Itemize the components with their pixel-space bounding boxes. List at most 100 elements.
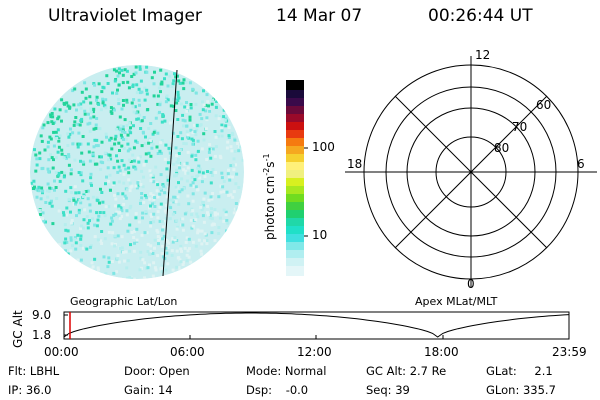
image-pixel bbox=[74, 191, 78, 195]
image-pixel bbox=[146, 108, 150, 111]
image-pixel bbox=[174, 109, 178, 112]
image-pixel bbox=[210, 211, 213, 215]
image-pixel bbox=[231, 163, 235, 167]
image-pixel bbox=[176, 90, 180, 94]
image-pixel bbox=[167, 146, 171, 150]
image-pixel bbox=[164, 143, 168, 147]
image-pixel bbox=[127, 178, 131, 182]
image-pixel bbox=[129, 185, 133, 189]
image-pixel bbox=[91, 195, 95, 199]
image-pixel bbox=[214, 105, 218, 109]
image-pixel bbox=[92, 107, 96, 111]
altitude-ytick-9: 9.0 bbox=[32, 308, 52, 322]
image-pixel bbox=[200, 242, 204, 246]
image-pixel bbox=[98, 211, 102, 214]
image-pixel bbox=[171, 82, 175, 86]
image-pixel bbox=[166, 161, 170, 165]
image-pixel bbox=[213, 208, 217, 212]
image-pixel bbox=[32, 187, 35, 190]
image-pixel bbox=[71, 131, 75, 135]
image-pixel bbox=[171, 268, 175, 272]
image-pixel bbox=[83, 208, 87, 212]
image-pixel bbox=[235, 207, 239, 211]
image-pixel bbox=[142, 131, 145, 135]
image-pixel bbox=[191, 209, 195, 213]
status-glat: GLat: 2.1 bbox=[486, 364, 553, 378]
image-pixel bbox=[102, 103, 106, 107]
image-pixel bbox=[177, 79, 181, 83]
image-pixel bbox=[178, 190, 182, 194]
image-pixel bbox=[74, 247, 78, 251]
image-pixel bbox=[139, 256, 143, 260]
image-pixel bbox=[175, 154, 179, 158]
image-pixel bbox=[191, 199, 195, 203]
image-pixel bbox=[66, 144, 70, 147]
image-pixel bbox=[165, 195, 169, 199]
image-pixel bbox=[92, 82, 96, 85]
image-pixel bbox=[97, 268, 100, 272]
image-pixel bbox=[175, 101, 179, 105]
image-pixel bbox=[149, 179, 153, 183]
image-pixel bbox=[125, 266, 129, 270]
image-pixel bbox=[160, 139, 164, 142]
image-pixel bbox=[200, 252, 204, 256]
image-pixel bbox=[181, 81, 185, 85]
image-pixel bbox=[115, 154, 118, 158]
image-pixel bbox=[220, 134, 224, 138]
image-pixel bbox=[99, 239, 103, 243]
image-pixel bbox=[159, 173, 163, 177]
image-pixel bbox=[89, 244, 93, 248]
image-pixel bbox=[149, 244, 153, 248]
image-pixel bbox=[72, 103, 76, 107]
image-pixel bbox=[65, 101, 69, 105]
image-pixel bbox=[116, 74, 120, 78]
image-pixel bbox=[64, 228, 68, 232]
image-pixel bbox=[144, 210, 148, 214]
image-pixel bbox=[191, 131, 195, 135]
image-pixel bbox=[127, 121, 131, 125]
image-pixel bbox=[180, 137, 184, 141]
image-pixel bbox=[138, 268, 142, 272]
image-pixel bbox=[67, 163, 71, 167]
image-pixel bbox=[208, 147, 212, 151]
image-pixel bbox=[118, 170, 122, 174]
image-pixel bbox=[125, 98, 129, 102]
image-pixel bbox=[100, 191, 104, 194]
altitude-curve bbox=[63, 312, 570, 338]
image-pixel bbox=[159, 202, 163, 206]
image-pixel bbox=[57, 243, 61, 247]
image-pixel bbox=[201, 100, 204, 104]
image-pixel bbox=[115, 69, 118, 73]
image-pixel bbox=[121, 128, 125, 132]
image-pixel bbox=[107, 230, 111, 234]
image-pixel bbox=[126, 188, 129, 192]
image-pixel bbox=[126, 229, 130, 233]
image-pixel bbox=[112, 271, 116, 275]
image-pixel bbox=[39, 134, 43, 138]
image-pixel bbox=[169, 104, 173, 108]
image-pixel bbox=[164, 186, 168, 190]
image-pixel bbox=[128, 223, 132, 227]
image-pixel bbox=[74, 200, 78, 204]
image-pixel bbox=[191, 87, 195, 91]
image-pixel bbox=[140, 144, 144, 148]
image-pixel bbox=[157, 242, 160, 246]
image-pixel bbox=[137, 98, 141, 102]
image-pixel bbox=[113, 204, 117, 208]
image-pixel bbox=[118, 211, 122, 215]
image-pixel bbox=[145, 88, 149, 92]
image-pixel bbox=[55, 197, 59, 200]
image-pixel bbox=[141, 185, 145, 189]
image-pixel bbox=[57, 139, 61, 143]
image-pixel bbox=[149, 122, 153, 125]
image-pixel bbox=[210, 207, 213, 211]
image-pixel bbox=[185, 161, 189, 165]
image-pixel bbox=[126, 259, 130, 263]
image-pixel bbox=[125, 213, 129, 217]
time-label: 00:26:44 UT bbox=[428, 6, 533, 26]
image-pixel bbox=[152, 130, 156, 134]
image-pixel bbox=[109, 106, 113, 110]
image-pixel bbox=[127, 158, 131, 162]
image-pixel bbox=[201, 171, 205, 175]
image-pixel bbox=[206, 170, 209, 173]
